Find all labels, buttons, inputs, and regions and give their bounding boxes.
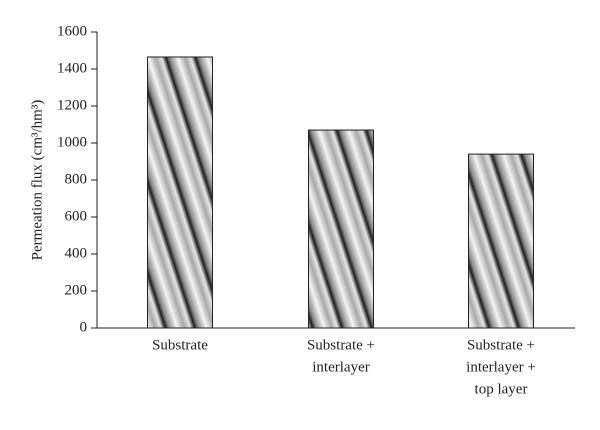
y-tick-label: 1400 [57, 60, 87, 76]
x-tick-label: Substrate + [467, 337, 535, 353]
x-tick-label: top layer [475, 381, 528, 397]
y-tick-label: 0 [80, 319, 88, 335]
bar [468, 153, 534, 329]
y-tick-label: 1200 [57, 97, 87, 113]
bar [308, 129, 374, 329]
x-tick-label: interlayer [312, 359, 369, 375]
x-tick-label: interlayer + [466, 359, 536, 375]
y-tick-label: 800 [65, 171, 88, 187]
y-tick-label: 1600 [57, 23, 87, 39]
x-tick-label: Substrate + [307, 337, 375, 353]
x-tick-label: Substrate [152, 337, 208, 353]
y-tick-label: 600 [65, 208, 88, 224]
y-tick-label: 200 [65, 282, 88, 298]
bar [147, 56, 213, 329]
y-tick-label: 400 [65, 245, 88, 261]
y-axis-label: Permeation flux (cm³/hm³) [29, 100, 45, 261]
y-tick-label: 1000 [57, 134, 87, 150]
